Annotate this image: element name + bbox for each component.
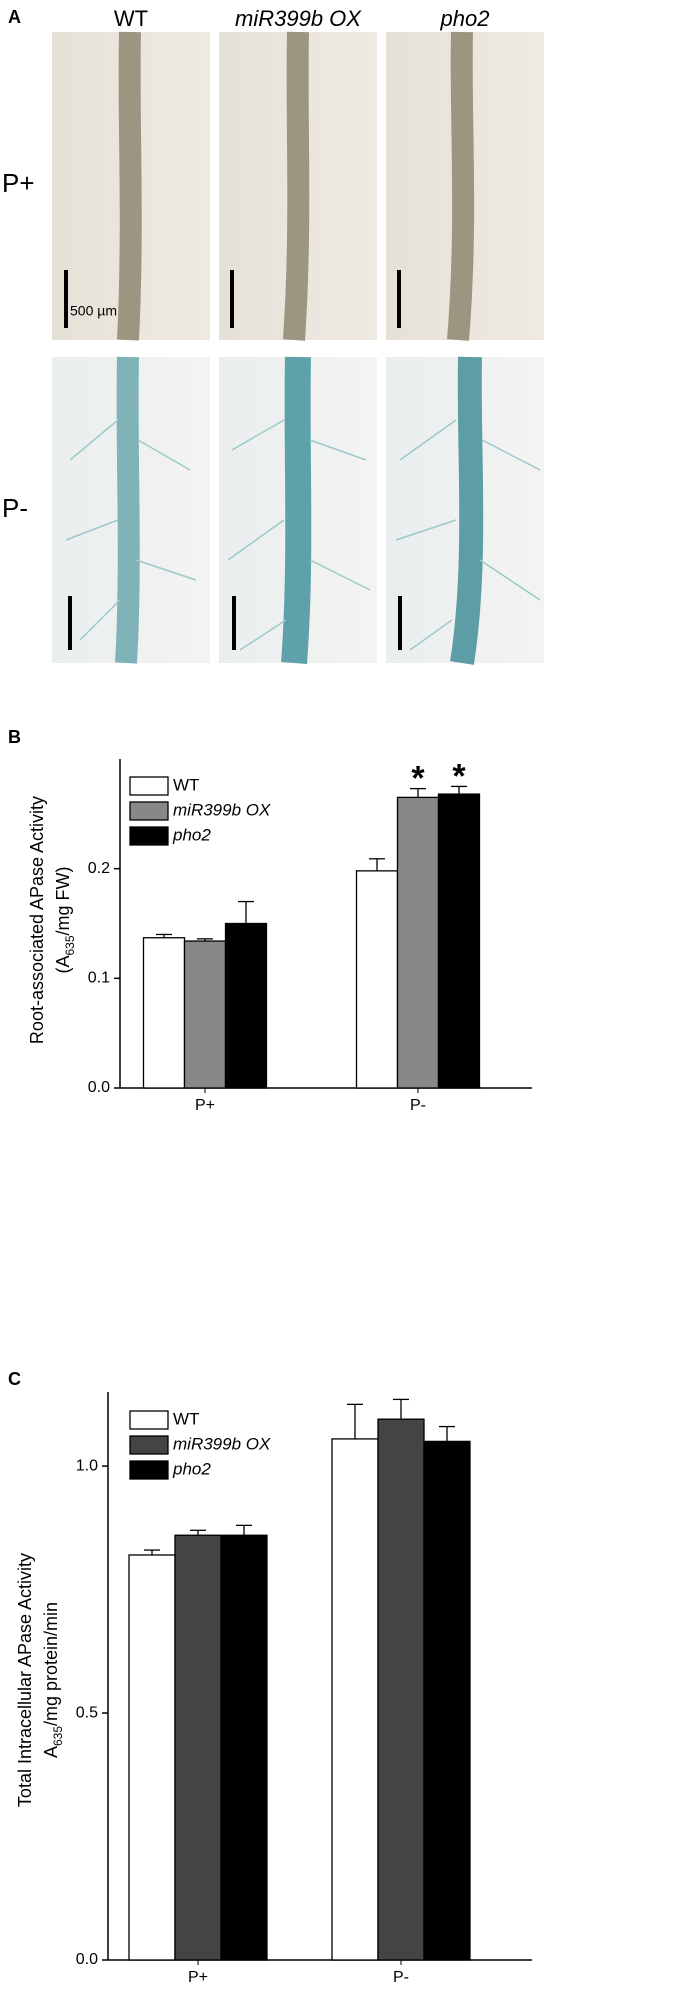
legend-label: pho2 [172,1459,211,1478]
panel-label: C [8,1369,21,1389]
bar [331,1438,379,1961]
bar [220,1534,268,1961]
legend-swatch [129,776,169,796]
legend-swatch [129,801,169,821]
y-tick-label: 0.2 [88,860,110,877]
root-hairs [65,419,541,651]
bar [355,870,399,1089]
y-axis-label: (A635/mg FW) [53,866,77,973]
y-tick-label: 0.0 [76,1951,98,1968]
bar [423,1440,471,1961]
y-tick-label: 0.5 [76,1704,98,1721]
y-axis-label: Total Intracellular APase Activity [15,1553,35,1807]
root [115,356,140,664]
bar [377,1418,425,1961]
legend-label: miR399b OX [173,800,271,819]
legend-swatch [129,1435,169,1455]
root [283,31,310,341]
significance-mark: * [452,757,466,795]
scale-bars [64,270,402,650]
photo-grid: 500 µm [52,31,544,665]
y-axis-label-part: /mg FW) [53,866,73,935]
x-tick-label: P- [410,1097,426,1114]
panel-label: B [8,727,21,747]
root [447,31,475,341]
significance-mark: * [411,760,425,798]
x-tick-label: P+ [195,1097,215,1114]
root [117,31,142,341]
legend-swatch [129,826,169,846]
bar [437,793,481,1089]
legend-swatch [129,1410,169,1430]
y-tick-label: 1.0 [76,1457,98,1474]
y-tick-label: 0.0 [88,1079,110,1096]
scale-label: 500 µm [70,303,117,319]
bar [142,937,186,1089]
y-axis-label-part: 635 [51,1726,65,1746]
bar [183,940,227,1089]
y-axis-label-part: /mg protein/min [41,1602,61,1726]
y-axis-label: Root-associated APase Activity [27,796,47,1044]
y-axis-label-part: A [41,1746,61,1758]
legend-swatch [129,1460,169,1480]
legend-label: miR399b OX [173,1434,271,1453]
bar [224,922,268,1089]
y-axis-label-part: (A [53,956,73,974]
root [281,356,312,665]
row-label: P- [2,493,28,523]
bar [174,1534,222,1961]
legend-label: WT [173,1409,199,1428]
row-label: P+ [2,168,35,198]
root [450,356,484,665]
column-label: pho2 [440,6,490,31]
bar [396,796,440,1089]
legend-label: pho2 [172,825,211,844]
column-label: miR399b OX [235,6,362,31]
x-tick-label: P- [393,1969,409,1986]
legend-label: WT [173,775,199,794]
y-axis-label: A635/mg protein/min [41,1602,65,1758]
bar [128,1554,176,1961]
panel-label: A [8,7,21,27]
y-tick-label: 0.1 [88,970,110,987]
y-axis-label-part: 635 [63,935,77,955]
x-tick-label: P+ [188,1969,208,1986]
column-label: WT [114,6,148,31]
